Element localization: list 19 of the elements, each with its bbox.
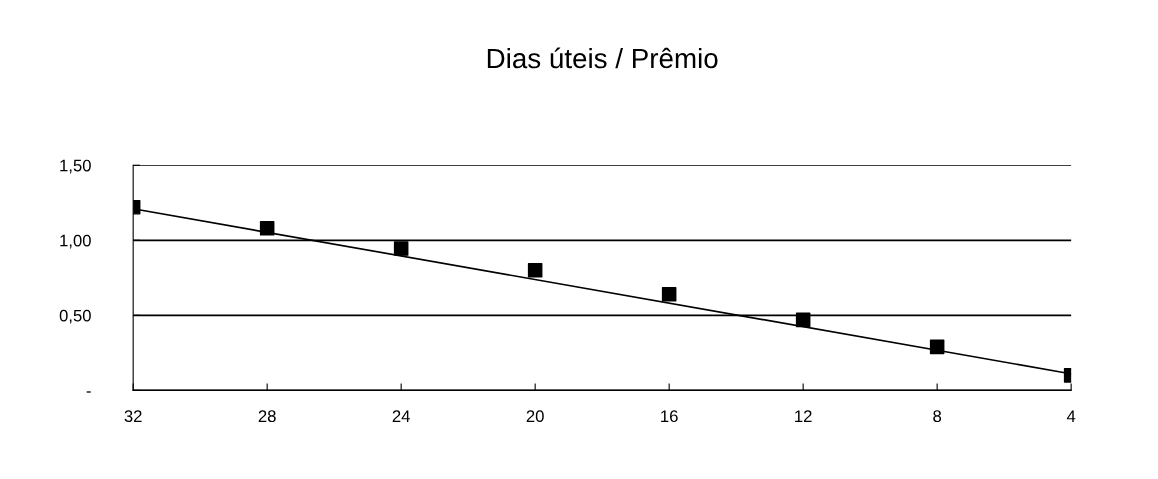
chart-title: Dias úteis / Prêmio — [487, 47, 718, 69]
x-tick-label: 28 — [258, 410, 276, 423]
x-tick-label: 8 — [933, 410, 942, 423]
point — [929, 339, 945, 355]
point — [393, 241, 409, 256]
point — [259, 221, 275, 236]
y-tick-label: 1,50 — [60, 159, 91, 174]
x-tick-label: 16 — [661, 410, 678, 423]
x-tick-label: 32 — [124, 410, 142, 423]
y-tick-label: - — [86, 391, 91, 393]
x-tick-label: 24 — [392, 410, 410, 422]
y-tick-label: 0,50 — [59, 309, 91, 324]
x-tick-label: 12 — [795, 410, 812, 422]
point — [661, 287, 677, 302]
point — [795, 312, 811, 328]
x-tick-label: 4 — [1066, 410, 1076, 422]
y-tick-label: 1,00 — [60, 234, 91, 249]
x-tick-label: 20 — [526, 410, 544, 423]
point — [527, 263, 543, 278]
